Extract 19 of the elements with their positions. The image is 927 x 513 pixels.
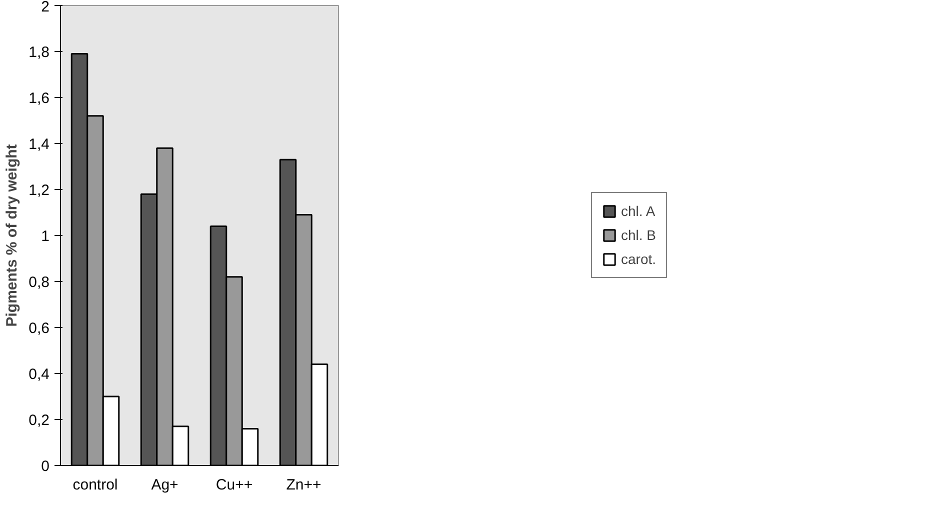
y-tick-label: 1,2 xyxy=(28,182,50,199)
x-tick-label: Cu++ xyxy=(216,476,253,494)
y-tick-label: 1,8 xyxy=(28,44,50,61)
y-tick-label: 1,4 xyxy=(28,136,50,153)
y-tick-label: 0 xyxy=(41,458,50,475)
x-tick-label: Ag+ xyxy=(151,476,179,494)
y-tick-label: 1,6 xyxy=(28,90,50,107)
y-axis-title: Pigments % of dry weight xyxy=(4,144,21,327)
y-tick-label: 1 xyxy=(41,228,50,245)
legend-label: chl. B xyxy=(620,227,656,243)
y-tick-label: 0,6 xyxy=(28,320,50,337)
legend-label: carot. xyxy=(620,251,656,267)
y-tick-label: 0,4 xyxy=(28,366,50,383)
y-tick-label: 0,8 xyxy=(28,274,50,291)
legend-label: chl. A xyxy=(620,203,656,219)
x-tick-label: control xyxy=(72,476,118,494)
y-tick-label: 0,2 xyxy=(28,412,50,429)
y-tick-label: 2 xyxy=(41,0,50,16)
x-tick-label: Zn++ xyxy=(286,476,322,494)
